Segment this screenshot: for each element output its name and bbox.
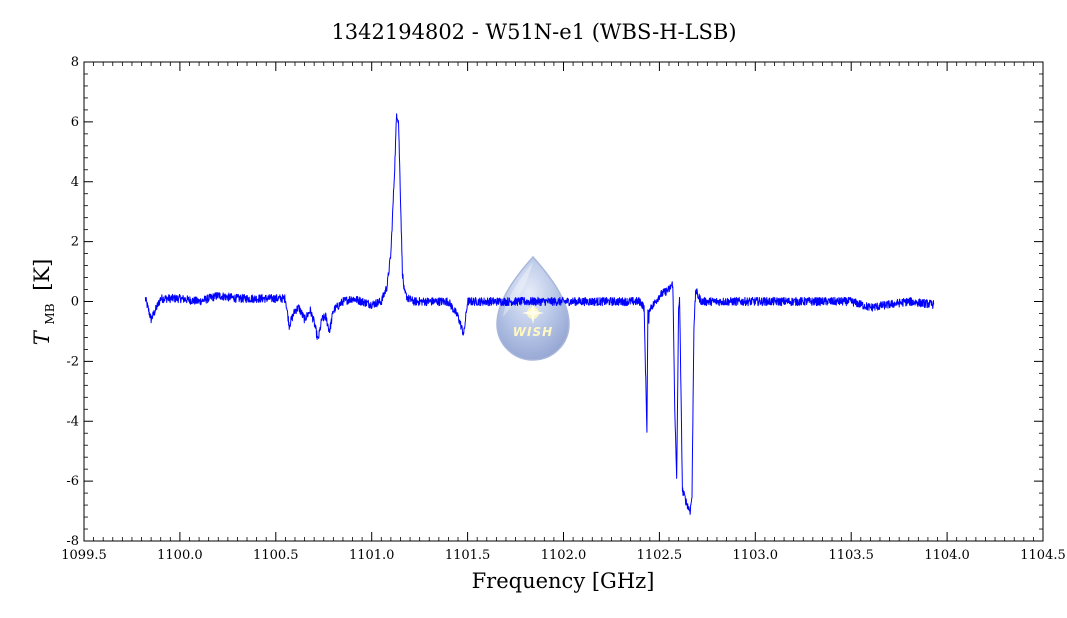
x-tick-label: 1104.0 <box>924 548 970 563</box>
x-tick-label: 1101.5 <box>445 548 491 563</box>
spectrum-line <box>144 113 935 515</box>
y-tick-label: -6 <box>66 474 79 489</box>
x-tick-label: 1102.5 <box>637 548 683 563</box>
chart-title: 1342194802 - W51N-e1 (WBS-H-LSB) <box>331 20 736 44</box>
y-tick-label: 8 <box>71 55 79 70</box>
y-axis-title-unit: [K] <box>30 259 54 291</box>
x-tick-label: 1100.5 <box>253 548 299 563</box>
y-axis-title: T MB [K] <box>30 259 59 346</box>
wish-logo: WISH <box>496 255 570 361</box>
y-axis: -8 -6 -4 -2 0 2 4 6 8 <box>66 55 1043 549</box>
x-tick-label: 1101.0 <box>349 548 395 563</box>
x-tick-label: 1102.0 <box>541 548 587 563</box>
x-tick-label: 1100.0 <box>157 548 203 563</box>
x-tick-label: 1103.0 <box>733 548 779 563</box>
x-axis: 1099.5 1100.0 1100.5 1101.0 1101.5 1102.0 1102… <box>61 62 1066 563</box>
y-tick-label: -2 <box>66 354 79 369</box>
y-tick-label: -4 <box>66 414 79 429</box>
y-axis-title-symbol: T <box>30 329 54 345</box>
y-tick-label: 6 <box>71 115 79 130</box>
y-tick-label: -8 <box>66 534 79 549</box>
y-axis-title-subscript: MB <box>43 303 57 324</box>
y-tick-label: 4 <box>71 175 79 190</box>
x-axis-title: Frequency [GHz] <box>472 569 655 593</box>
svg-text:T MB [K]: T MB [K] <box>30 259 59 346</box>
plot-area <box>144 113 935 515</box>
x-tick-label: 1099.5 <box>61 548 107 563</box>
x-tick-label: 1104.5 <box>1020 548 1066 563</box>
wish-logo-text: WISH <box>513 325 553 339</box>
y-tick-label: 0 <box>71 295 79 310</box>
x-tick-label: 1103.5 <box>828 548 874 563</box>
y-tick-label: 2 <box>71 235 79 250</box>
